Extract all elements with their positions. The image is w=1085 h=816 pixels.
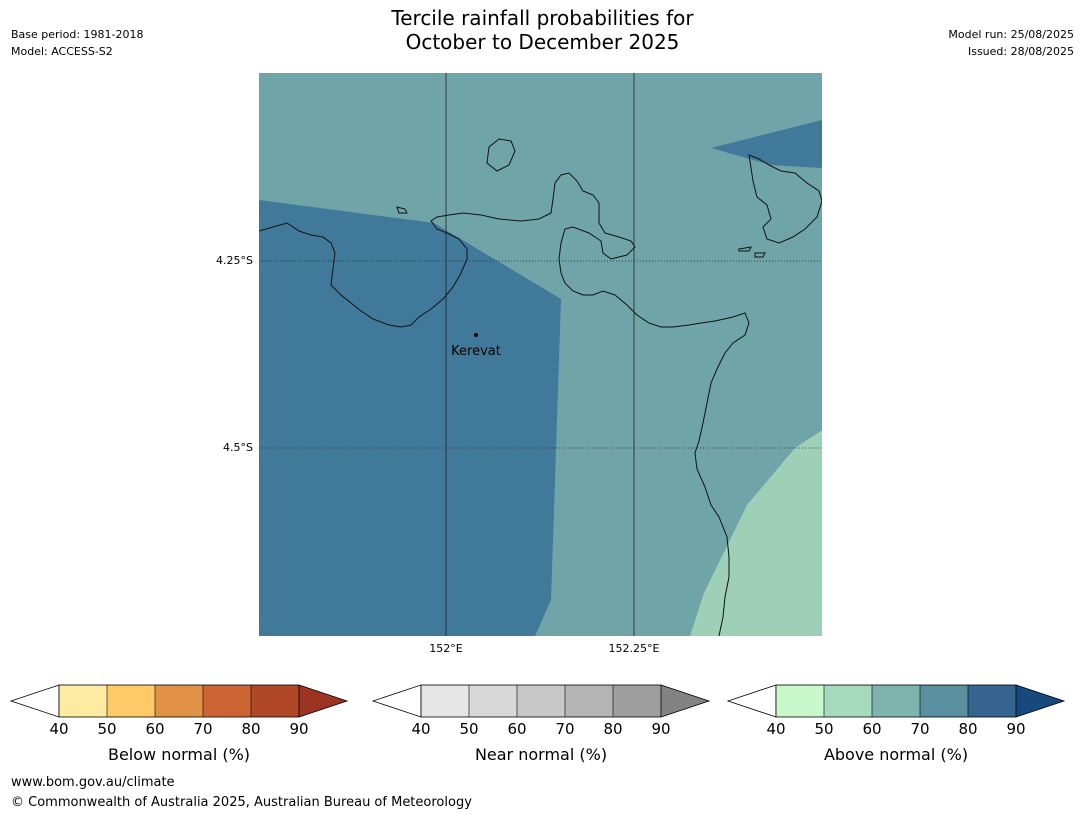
issued-text: Issued: 28/08/2025	[967, 45, 1074, 58]
title-line-2: October to December 2025	[405, 30, 680, 54]
near-tick-80: 80	[603, 720, 623, 738]
colorbar-above-bin-5	[968, 685, 1016, 717]
colorbar-above-bin-3	[872, 685, 920, 717]
near-tick-50: 50	[459, 720, 479, 738]
near-tick-90: 90	[651, 720, 671, 738]
region-above-50-60-southeast	[690, 430, 822, 636]
colorbar-below-bin-3	[155, 685, 203, 717]
kerevat-label: Kerevat	[451, 344, 501, 359]
colorbar-above	[726, 684, 1066, 718]
below-normal-label: Below normal (%)	[107, 745, 251, 764]
meta-right: Model run: 25/08/2025 Issued: 28/08/2025	[948, 26, 1074, 60]
colorbar-above-bin-2	[824, 685, 872, 717]
model-text: Model: ACCESS-S2	[11, 45, 113, 58]
lon-label-152-25: 152.25°E	[608, 642, 660, 655]
above-tick-50: 50	[814, 720, 834, 738]
above-tick-40: 40	[766, 720, 786, 738]
forecast-map[interactable]: Kerevat	[259, 73, 822, 636]
model-run-text: Model run: 25/08/2025	[948, 28, 1074, 41]
colorbar-above-arrow-left	[726, 684, 777, 718]
below-tick-70: 70	[193, 720, 213, 738]
footer-url[interactable]: www.bom.gov.au/climate	[11, 775, 175, 790]
colorbar-near-arrow-left	[371, 684, 422, 718]
region-above-70-80-west	[259, 200, 561, 636]
below-tick-40: 40	[49, 720, 69, 738]
kerevat-marker	[474, 333, 478, 337]
lat-label-4-5: 4.5°S	[223, 441, 253, 454]
above-tick-90: 90	[1006, 720, 1026, 738]
colorbar-near-bin-5	[613, 685, 661, 717]
base-period-text: Base period: 1981-2018	[11, 28, 144, 41]
colorbar-near-bin-2	[469, 685, 517, 717]
above-tick-60: 60	[862, 720, 882, 738]
colorbar-near-bin-3	[517, 685, 565, 717]
meta-left: Base period: 1981-2018 Model: ACCESS-S2	[11, 26, 143, 60]
below-tick-60: 60	[145, 720, 165, 738]
colorbar-above-arrow-right	[1016, 685, 1064, 717]
near-tick-70: 70	[555, 720, 575, 738]
title-line-1: Tercile rainfall probabilities for	[391, 6, 694, 30]
colorbar-below-bin-2	[107, 685, 155, 717]
colorbar-near-bin-4	[565, 685, 613, 717]
above-tick-80: 80	[958, 720, 978, 738]
colorbar-near	[371, 684, 711, 718]
near-tick-40: 40	[411, 720, 431, 738]
near-normal-label: Near normal (%)	[474, 745, 608, 764]
lat-label-4-25: 4.25°S	[216, 254, 253, 267]
colorbar-below-arrow-right	[299, 685, 347, 717]
colorbar-near-bin-1	[421, 685, 469, 717]
colorbar-below-bin-1	[59, 685, 107, 717]
colorbar-near-arrow-right	[661, 685, 709, 717]
below-tick-80: 80	[241, 720, 261, 738]
colorbar-above-bin-4	[920, 685, 968, 717]
colorbar-below-bin-5	[251, 685, 299, 717]
colorbar-below	[9, 684, 349, 718]
gridlines	[259, 73, 822, 636]
colorbars	[9, 684, 1066, 718]
colorbar-below-bin-4	[203, 685, 251, 717]
colorbar-below-arrow-left	[9, 684, 60, 718]
map-title: Tercile rainfall probabilities for Octob…	[0, 6, 1085, 54]
above-tick-70: 70	[910, 720, 930, 738]
lon-label-152: 152°E	[429, 642, 463, 655]
region-above-70-80-northeast	[711, 120, 822, 168]
coastline	[259, 138, 822, 636]
below-tick-90: 90	[289, 720, 309, 738]
above-normal-label: Above normal (%)	[823, 745, 969, 764]
near-tick-60: 60	[507, 720, 527, 738]
footer-copyright: © Commonwealth of Australia 2025, Austra…	[11, 795, 472, 810]
below-tick-50: 50	[97, 720, 117, 738]
colorbar-above-bin-1	[776, 685, 824, 717]
